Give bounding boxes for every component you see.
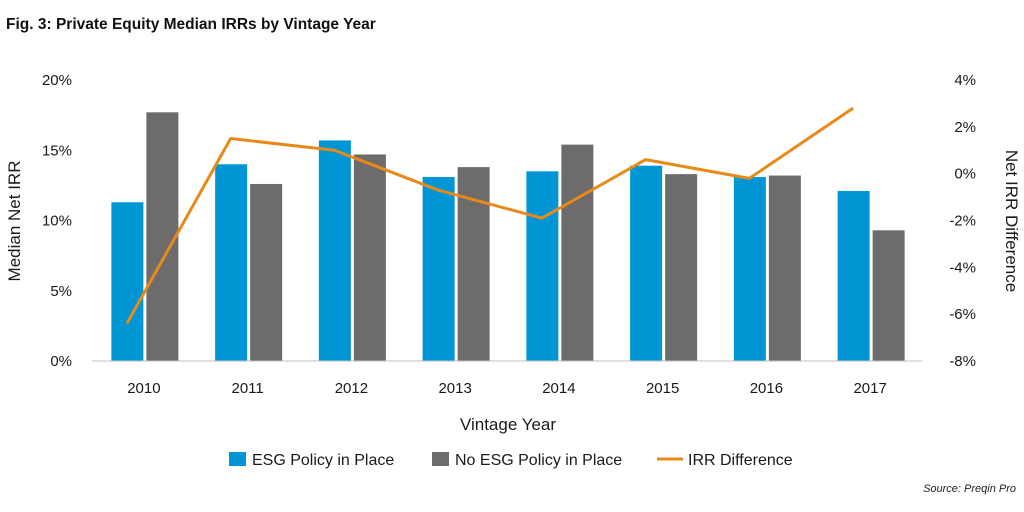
bar-esg-2015	[630, 165, 663, 361]
legend-label-irr-difference: IRR Difference	[688, 452, 793, 469]
bar-no-esg-2016	[768, 175, 801, 361]
bar-esg-2012	[318, 140, 351, 361]
x-tick-label: 2011	[231, 380, 263, 397]
bar-group	[111, 112, 905, 361]
bar-no-esg-2014	[561, 144, 594, 361]
x-tick-label: 2017	[853, 380, 886, 397]
bar-esg-2011	[215, 164, 248, 361]
bar-esg-2014	[526, 171, 559, 361]
source-note: Source: Preqin Pro	[923, 483, 1016, 495]
left-axis-ticks: 0% 5% 10% 15% 20%	[42, 72, 72, 370]
y-tick-label: 0%	[50, 353, 72, 370]
legend-label-esg: ESG Policy in Place	[252, 452, 394, 469]
x-tick-label: 2016	[750, 380, 783, 397]
bar-esg-2017	[837, 190, 870, 361]
x-axis-label: Vintage Year	[460, 415, 556, 434]
x-axis-ticks: 2010 2011 2012 2013 2014 2015 2016 2017	[127, 380, 887, 397]
bar-no-esg-2015	[665, 174, 698, 361]
y-tick-label: 5%	[50, 283, 72, 300]
y2-tick-label: -4%	[949, 259, 976, 276]
y2-tick-label: -2%	[949, 213, 976, 230]
legend: ESG Policy in Place No ESG Policy in Pla…	[229, 452, 793, 469]
bar-no-esg-2012	[353, 154, 386, 361]
bar-esg-2013	[422, 176, 455, 361]
x-tick-label: 2010	[127, 380, 160, 397]
legend-swatch-esg	[229, 452, 246, 466]
x-tick-label: 2015	[646, 380, 679, 397]
y2-axis-label: Net IRR Difference	[1002, 150, 1021, 292]
y-tick-label: 20%	[42, 72, 72, 89]
legend-label-no-esg: No ESG Policy in Place	[455, 452, 622, 469]
legend-swatch-no-esg	[432, 452, 449, 466]
bar-esg-2010	[111, 202, 144, 361]
y-axis-label: Median Net IRR	[5, 161, 24, 282]
x-tick-label: 2014	[542, 380, 575, 397]
bar-no-esg-2017	[872, 230, 905, 361]
x-tick-label: 2012	[335, 380, 368, 397]
y-tick-label: 10%	[42, 213, 72, 230]
y2-tick-label: -8%	[949, 353, 976, 370]
y2-tick-label: 4%	[954, 72, 976, 89]
chart-title: Fig. 3: Private Equity Median IRRs by Vi…	[6, 16, 376, 33]
irr-difference-line	[125, 106, 854, 325]
bar-no-esg-2010	[146, 112, 179, 361]
right-axis-ticks: -8% -6% -4% -2% 0% 2% 4%	[949, 72, 976, 370]
y2-tick-label: 2%	[954, 119, 976, 136]
bar-esg-2016	[733, 176, 766, 361]
x-tick-label: 2013	[438, 380, 471, 397]
bar-no-esg-2011	[250, 183, 283, 361]
y2-tick-label: -6%	[949, 306, 976, 323]
y-tick-label: 15%	[42, 142, 72, 159]
y2-tick-label: 0%	[954, 166, 976, 183]
